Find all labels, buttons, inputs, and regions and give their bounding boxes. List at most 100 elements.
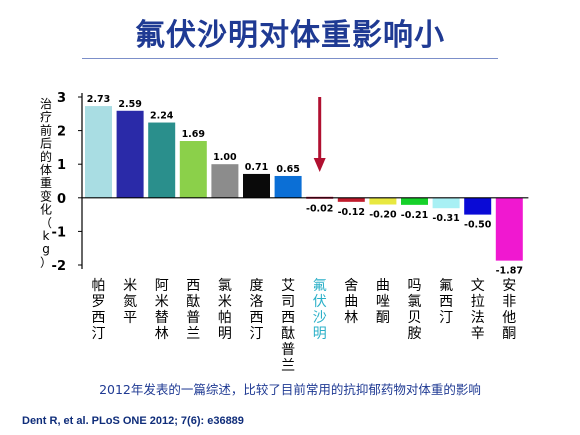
category-label-char: 氟 bbox=[439, 278, 453, 294]
category-label-char: 他 bbox=[502, 310, 516, 326]
category-label-char: 汀 bbox=[439, 310, 453, 326]
category-label-char: 米 bbox=[218, 294, 232, 310]
title-divider bbox=[82, 58, 498, 59]
y-axis-label-char: 体 bbox=[40, 163, 52, 177]
category-label-char: 伏 bbox=[313, 294, 327, 310]
category-label-char: 艾 bbox=[281, 278, 295, 294]
category-label-char: 非 bbox=[502, 294, 516, 310]
data-label: -0.21 bbox=[401, 210, 428, 221]
y-axis-label-char: 变 bbox=[40, 188, 52, 203]
category-label-char: 西 bbox=[92, 310, 106, 326]
category-label-char: 林 bbox=[155, 326, 169, 342]
category-label-char: 兰 bbox=[281, 358, 295, 374]
category-label-char: 明 bbox=[218, 326, 232, 342]
bar-9 bbox=[337, 197, 365, 202]
slide-title: 氟伏沙明对体重影响小 bbox=[135, 18, 445, 53]
data-label: 1.00 bbox=[213, 152, 237, 163]
bar-4 bbox=[179, 141, 207, 198]
bar-3 bbox=[148, 122, 176, 198]
y-axis-label-char: 前 bbox=[40, 122, 52, 137]
bars bbox=[85, 106, 523, 261]
category-label-char: 贝 bbox=[408, 310, 422, 326]
y-axis-label-char: 疗 bbox=[40, 110, 52, 124]
category-label-char: 西 bbox=[186, 278, 200, 294]
category-label-char: 西 bbox=[439, 294, 453, 310]
data-label: 2.24 bbox=[150, 111, 174, 122]
category-label-char: 唑 bbox=[376, 294, 390, 310]
bar-11 bbox=[401, 197, 428, 205]
category-label-char: 度 bbox=[250, 278, 264, 294]
category-label-char: 普 bbox=[186, 310, 200, 326]
category-label-char: 文 bbox=[471, 278, 485, 294]
category-label-char: 洛 bbox=[250, 294, 264, 310]
y-axis-label-char: ） bbox=[40, 255, 52, 269]
category-label-char: 明 bbox=[313, 326, 327, 342]
y-tick-label: -2 bbox=[52, 259, 66, 274]
category-label-char: 帕 bbox=[92, 278, 106, 294]
category-label-char: 帕 bbox=[218, 310, 232, 326]
y-tick-label: -1 bbox=[52, 225, 66, 240]
category-label-char: 氮 bbox=[123, 294, 137, 310]
category-label-char: 西 bbox=[250, 310, 264, 326]
data-label: -0.20 bbox=[369, 210, 397, 221]
bar-13 bbox=[464, 197, 492, 215]
data-label: -0.02 bbox=[306, 203, 333, 214]
category-label-char: 汀 bbox=[92, 326, 106, 342]
bar-14 bbox=[495, 197, 523, 261]
category-label-char: 沙 bbox=[313, 310, 327, 326]
highlight-arrow bbox=[313, 97, 326, 172]
category-label-char: 兰 bbox=[186, 326, 200, 342]
y-axis-label-char: g bbox=[42, 242, 50, 256]
category-label-char: 平 bbox=[123, 310, 137, 326]
category-label-char: 拉 bbox=[471, 294, 485, 310]
category-label-char: 司 bbox=[281, 294, 295, 310]
category-label-char: 酮 bbox=[502, 326, 516, 342]
y-axis-label-char: k bbox=[43, 229, 50, 243]
chart-caption: 2012年发表的一篇综述，比较了目前常用的抗抑郁药物对体重的影响 bbox=[99, 382, 481, 397]
y-axis-label-char: 治 bbox=[40, 97, 52, 111]
highlight-arrow-head bbox=[313, 158, 326, 172]
bar-10 bbox=[369, 197, 397, 205]
category-label-char: 安 bbox=[502, 278, 516, 294]
y-axis-label-char: 化 bbox=[40, 203, 52, 217]
category-labels: 帕罗西汀米氮平阿米替林西酞普兰氯米帕明度洛西汀艾司西酞普兰氟伏沙明舍曲林曲唑酮吗… bbox=[92, 278, 517, 374]
bar-5 bbox=[211, 164, 239, 198]
data-label: -0.50 bbox=[464, 220, 492, 231]
category-label-char: 曲 bbox=[376, 278, 390, 294]
data-label: -0.31 bbox=[432, 213, 459, 224]
category-label-char: 氯 bbox=[218, 278, 232, 294]
category-label-char: 胺 bbox=[408, 326, 422, 342]
data-label: 0.71 bbox=[245, 162, 268, 173]
y-tick-label: 0 bbox=[57, 192, 66, 207]
data-labels: 2.73 2.59 2.24 1.69 1.00 0.71 0.65 -0.02 -0.12 -0… bbox=[87, 94, 523, 277]
category-label-char: 林 bbox=[344, 310, 358, 326]
y-axis-label-char: 重 bbox=[40, 176, 52, 190]
category-label-char: 曲 bbox=[344, 294, 358, 310]
category-label-char: 氟 bbox=[313, 278, 327, 294]
category-label-char: 氯 bbox=[408, 294, 422, 310]
y-tick-label: 3 bbox=[57, 91, 66, 106]
category-label-char: 吗 bbox=[408, 278, 422, 294]
category-label-char: 法 bbox=[471, 310, 485, 326]
data-label: -0.12 bbox=[338, 207, 365, 218]
category-label-char: 米 bbox=[123, 278, 137, 294]
data-label: -1.87 bbox=[496, 266, 523, 277]
data-label: 0.65 bbox=[276, 164, 299, 175]
y-axis-label-char: 的 bbox=[40, 149, 52, 164]
category-label-char: 酞 bbox=[186, 294, 200, 310]
category-label-char: 罗 bbox=[92, 294, 106, 310]
category-label-char: 米 bbox=[155, 294, 169, 310]
y-axis-label-char: 后 bbox=[40, 137, 52, 151]
category-label-char: 替 bbox=[155, 310, 169, 326]
data-label: 1.69 bbox=[182, 129, 205, 140]
category-label-char: 酞 bbox=[281, 326, 295, 342]
category-label-char: 汀 bbox=[250, 326, 264, 342]
y-tick-label: 1 bbox=[57, 158, 66, 173]
bar-2 bbox=[116, 110, 144, 198]
y-axis-label-char: （ bbox=[40, 216, 52, 230]
bar-7 bbox=[274, 175, 302, 198]
category-label-char: 舍 bbox=[344, 278, 358, 294]
citation: Dent R, et al. PLoS ONE 2012; 7(6): e368… bbox=[22, 415, 244, 427]
category-label-char: 辛 bbox=[471, 326, 485, 342]
